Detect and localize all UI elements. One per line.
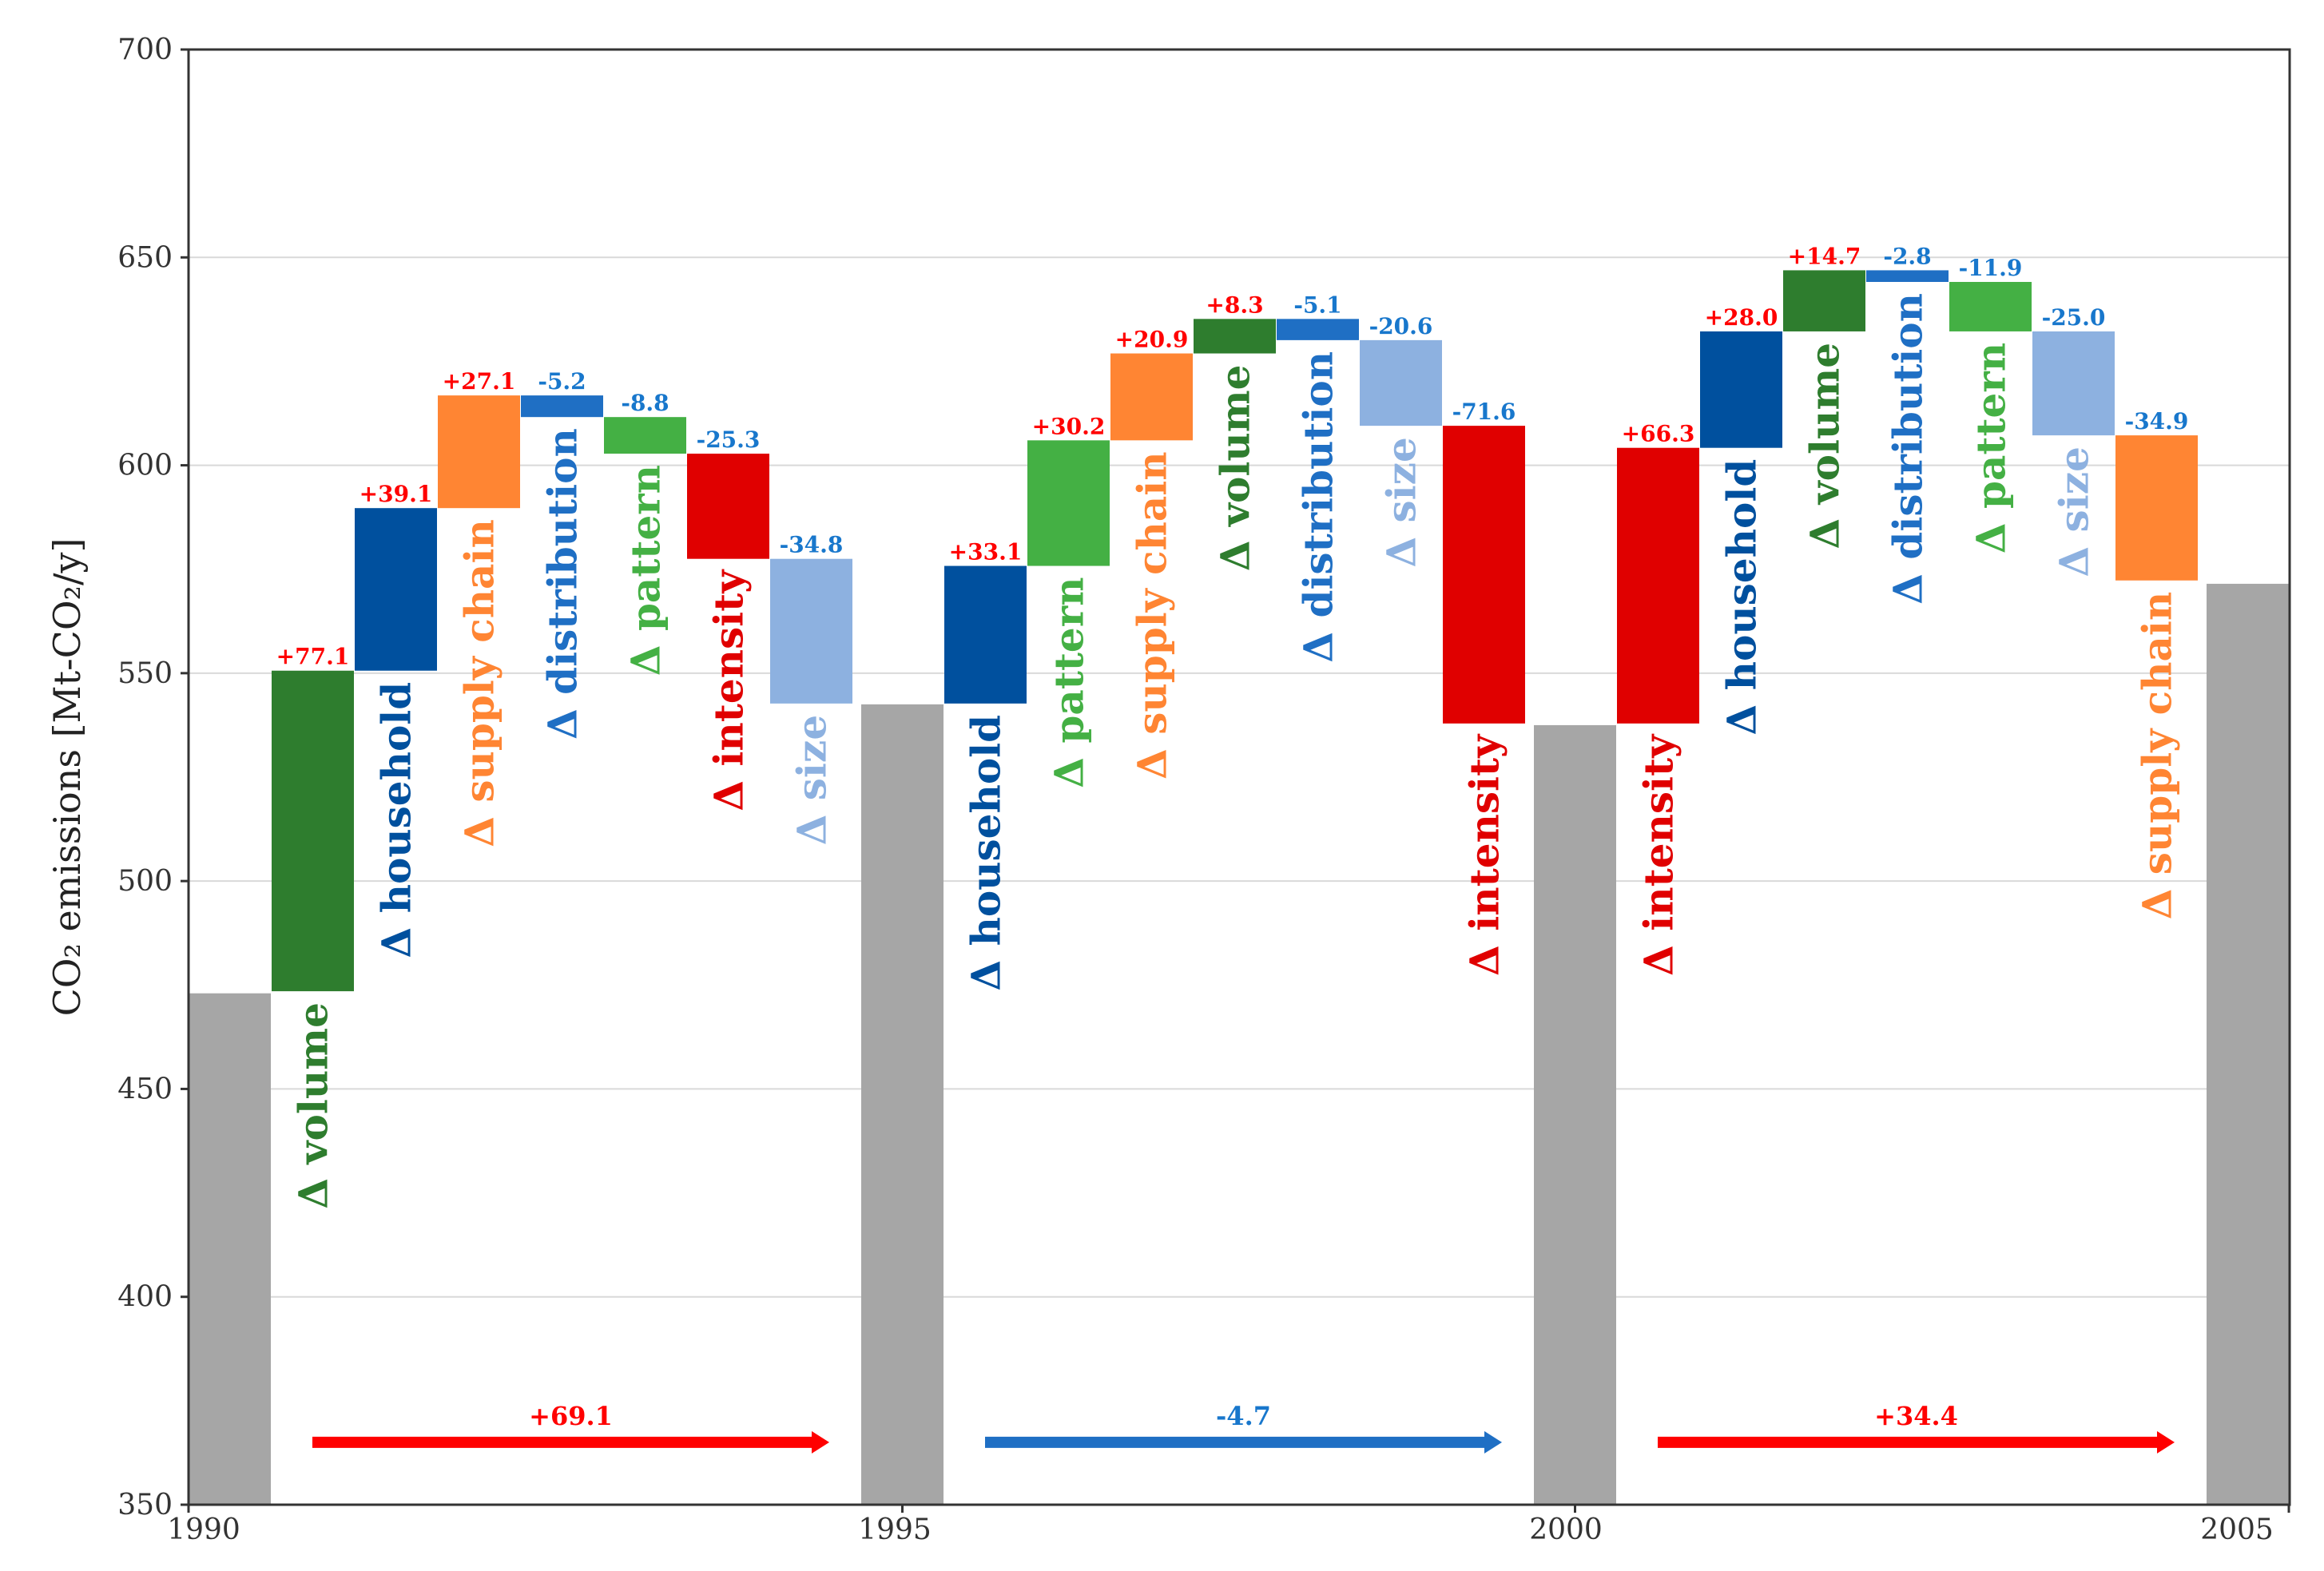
net-change-label: +69.1 xyxy=(529,1401,613,1431)
x-tick-label: 2000 xyxy=(1529,1513,1603,1546)
step-bar-pattern xyxy=(1027,440,1110,566)
step-value-label: -34.9 xyxy=(2125,408,2189,434)
step-bar-intensity xyxy=(1443,426,1525,724)
net-arrow-head xyxy=(2157,1430,2175,1454)
step-bar-distribution xyxy=(1277,319,1359,340)
step-factor-label: Δ volume xyxy=(1802,343,1849,549)
step-value-label: -2.8 xyxy=(1883,243,1931,269)
plot-background xyxy=(189,50,2290,1505)
step-factor-label: Δ distribution xyxy=(1295,351,1342,663)
step-value-label: -20.6 xyxy=(1369,313,1433,339)
step-factor-label: Δ household xyxy=(373,682,420,958)
x-tick-label: 1995 xyxy=(858,1513,932,1546)
y-tick-label: 500 xyxy=(117,865,173,898)
step-bar-volume xyxy=(1194,319,1276,354)
axes: 350 400 450 500 550 600 650 700 1990 1995 2000 2005 xyxy=(117,34,2290,1546)
step-factor-label: Δ intensity xyxy=(705,569,753,811)
step-value-label: -8.8 xyxy=(621,390,669,416)
step-value-label: +8.3 xyxy=(1206,292,1263,318)
step-value-label: +20.9 xyxy=(1115,327,1189,353)
step-factor-label: Δ size xyxy=(2051,446,2098,577)
step-bar-size xyxy=(770,558,852,704)
step-bar-supply_chain xyxy=(1110,353,1193,441)
step-factor-label: Δ volume xyxy=(290,1002,337,1209)
step-value-label: +77.1 xyxy=(276,644,350,670)
step-value-label: +39.1 xyxy=(360,481,433,507)
step-factor-label: Δ pattern xyxy=(1968,343,2015,553)
step-factor-label: Δ household xyxy=(1718,459,1766,736)
step-bar-household xyxy=(355,508,437,671)
step-bar-pattern xyxy=(604,417,686,454)
step-bar-intensity xyxy=(687,453,769,559)
net-change-label: -4.7 xyxy=(1216,1401,1271,1431)
total-bar-2005 xyxy=(2207,583,2289,1505)
step-bar-supply_chain xyxy=(2115,435,2198,581)
y-tick-label: 700 xyxy=(117,34,173,66)
net-change-label: +34.4 xyxy=(1874,1401,1958,1431)
step-factor-label: Δ distribution xyxy=(1885,293,1932,605)
step-value-label: +14.7 xyxy=(1788,243,1861,269)
total-bar-1995 xyxy=(861,704,944,1505)
x-tick-label: 2005 xyxy=(2200,1513,2274,1546)
y-tick-label: 450 xyxy=(117,1073,173,1105)
step-bar-size xyxy=(1360,339,1442,426)
step-bar-size xyxy=(2032,331,2115,436)
total-bar-1990 xyxy=(189,993,271,1505)
step-value-label: +33.1 xyxy=(949,539,1023,565)
bars xyxy=(189,270,2289,1505)
plot-frame xyxy=(187,48,2291,1506)
net-arrow-head xyxy=(1484,1430,1502,1454)
net-arrow-head xyxy=(812,1430,829,1454)
step-bar-intensity xyxy=(1617,447,1699,724)
step-bar-pattern xyxy=(1949,281,2032,331)
step-value-label: -34.8 xyxy=(780,532,844,558)
net-change-arrows xyxy=(312,1430,2175,1454)
step-factor-label: Δ pattern xyxy=(622,465,669,676)
y-tick-label: 600 xyxy=(117,450,173,482)
y-axis-label: CO₂ emissions [Mt-CO₂/y] xyxy=(46,538,89,1017)
step-factor-label: Δ distribution xyxy=(539,428,586,740)
step-value-label: -11.9 xyxy=(1959,255,2023,281)
step-factor-label: Δ supply chain xyxy=(456,519,503,847)
step-bar-household xyxy=(944,565,1027,704)
step-value-label: -25.3 xyxy=(697,426,761,453)
step-bar-supply_chain xyxy=(438,395,520,509)
step-value-label: -71.6 xyxy=(1452,399,1516,425)
step-factor-label: Δ size xyxy=(1378,437,1425,568)
y-tick-label: 650 xyxy=(117,241,173,274)
y-tick-label: 400 xyxy=(117,1281,173,1314)
total-bar-2000 xyxy=(1534,724,1616,1505)
y-tick-label: 550 xyxy=(117,657,173,690)
step-factor-label: Δ volume xyxy=(1212,365,1259,572)
step-value-label: -5.2 xyxy=(538,368,586,395)
step-factor-label: Δ pattern xyxy=(1046,577,1093,788)
step-factor-label: Δ intensity xyxy=(1461,733,1508,976)
step-value-label: +28.0 xyxy=(1705,304,1778,331)
step-bar-distribution xyxy=(521,395,603,418)
labels: +77.1 Δ volume +39.1 Δ household +27.1 Δ supp… xyxy=(276,243,2189,1430)
step-factor-label: Δ supply chain xyxy=(1129,451,1176,780)
step-bar-volume xyxy=(1783,270,1865,331)
step-bar-distribution xyxy=(1866,270,1949,282)
step-value-label: -25.0 xyxy=(2042,304,2106,331)
step-value-label: +27.1 xyxy=(443,368,516,395)
x-tick-label: 1990 xyxy=(167,1513,240,1546)
step-value-label: -5.1 xyxy=(1293,292,1341,318)
step-factor-label: Δ intensity xyxy=(1635,733,1682,976)
step-bar-volume xyxy=(272,670,354,992)
step-value-label: +66.3 xyxy=(1622,421,1695,447)
step-factor-label: Δ household xyxy=(963,715,1010,991)
y-tick-label: 350 xyxy=(117,1489,173,1521)
step-value-label: +30.2 xyxy=(1032,413,1106,439)
step-factor-label: Δ supply chain xyxy=(2134,592,2181,920)
step-factor-label: Δ size xyxy=(789,715,836,846)
step-bar-household xyxy=(1700,331,1782,448)
